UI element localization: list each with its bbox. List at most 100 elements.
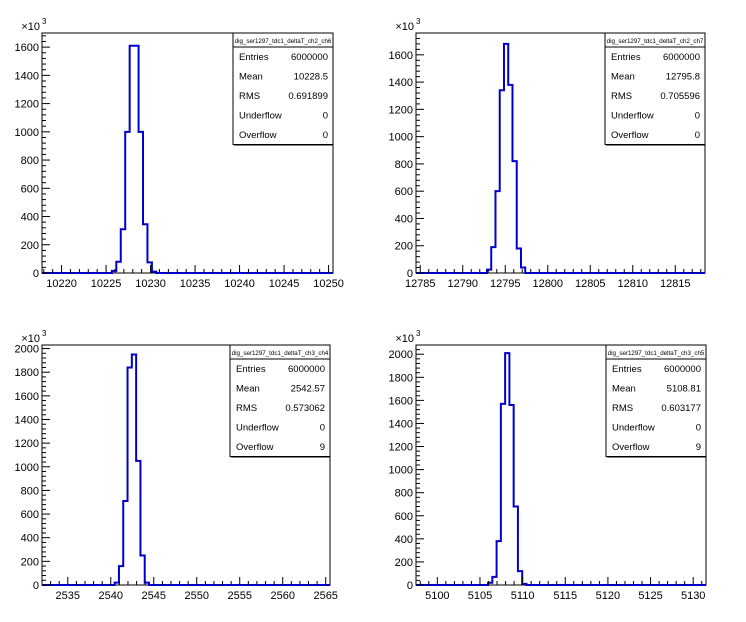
stats-label: Entries (239, 52, 269, 63)
x-tick-label: 10230 (135, 278, 166, 290)
stats-value: 6000000 (663, 52, 700, 63)
stats-value: 6000000 (291, 52, 328, 63)
stats-label: Underflow (612, 423, 655, 434)
stats-value: 9 (696, 442, 701, 453)
stats-value: 0 (696, 423, 701, 434)
x-tick-label: 10240 (224, 278, 255, 290)
y-axis-exponent-power: 3 (416, 17, 421, 26)
y-tick-label: 400 (21, 533, 39, 545)
stats-label: Underflow (239, 111, 282, 122)
y-tick-label: 1200 (15, 99, 39, 111)
stats-title: dig_ser1297_tdc1_deltaT_ch3_ch5 (608, 350, 705, 357)
x-tick-label: 12790 (447, 278, 478, 290)
x-tick-label: 5110 (511, 590, 535, 602)
histogram-panel-2: 12785 12790 12795 12800 12805 12810 12815 0 200 4… (389, 17, 706, 290)
y-tick-label: 200 (395, 241, 413, 253)
stats-title: dig_ser1297_tdc1_deltaT_ch2_ch6 (235, 38, 332, 45)
y-axis-exponent: ×10 (21, 333, 40, 345)
x-tick-label: 5115 (553, 590, 577, 602)
y-tick-label: 1600 (15, 42, 39, 54)
stats-title: dig_ser1297_tdc1_deltaT_ch2_ch7 (607, 38, 704, 45)
x-tick-label: 5130 (681, 590, 705, 602)
y-tick-label: 0 (407, 580, 413, 592)
y-tick-label: 1800 (15, 367, 39, 379)
histogram-panel-4: 5100 5105 5110 5115 5120 5125 5130 0 200 400 600 80… (389, 329, 707, 602)
stats-value: 0 (323, 111, 328, 122)
histogram-line (42, 353, 330, 586)
stats-box: dig_ser1297_tdc1_deltaT_ch3_ch4 Entries 60… (229, 344, 331, 458)
y-tick-label: 1000 (389, 132, 413, 144)
y-tick-label: 600 (395, 511, 413, 523)
y-tick-label: 1600 (389, 395, 413, 407)
x-tick-label: 2535 (56, 590, 80, 602)
x-tick-label: 2555 (227, 590, 251, 602)
stats-value: 0 (695, 111, 700, 122)
y-tick-label: 1200 (389, 442, 413, 454)
stats-label: Mean (611, 72, 635, 83)
y-axis-exponent: ×10 (395, 21, 414, 33)
stats-label: Entries (236, 364, 266, 375)
stats-value: 9 (320, 442, 325, 453)
y-tick-label: 0 (33, 580, 39, 592)
x-tick-label: 2540 (99, 590, 123, 602)
x-tick-label: 10220 (46, 278, 77, 290)
y-tick-label: 1200 (389, 104, 413, 116)
y-tick-label: 200 (395, 557, 413, 569)
x-tick-label: 5100 (425, 590, 449, 602)
stats-label: RMS (611, 91, 632, 102)
stats-label: RMS (612, 403, 633, 414)
y-axis-exponent-power: 3 (42, 329, 47, 338)
y-tick-label: 800 (395, 488, 413, 500)
x-tick-label: 10225 (91, 278, 122, 290)
stats-box-frame (605, 344, 707, 457)
y-tick-label: 200 (21, 240, 39, 252)
x-tick-label: 12785 (405, 278, 436, 290)
stats-value: 6000000 (288, 364, 325, 375)
x-tick-label: 10245 (269, 278, 300, 290)
stats-box: dig_ser1297_tdc1_deltaT_ch2_ch6 Entries 60… (232, 32, 334, 146)
stats-label: Mean (612, 384, 636, 395)
y-tick-label: 2000 (15, 344, 39, 356)
stats-value: 0.705596 (660, 91, 700, 102)
y-tick-label: 800 (21, 485, 39, 497)
y-tick-label: 1400 (15, 70, 39, 82)
x-tick-label: 2565 (313, 590, 337, 602)
x-tick-label: 2545 (142, 590, 166, 602)
stats-value: 10228.5 (294, 72, 328, 83)
stats-value: 0 (695, 130, 700, 141)
y-tick-label: 400 (21, 212, 39, 224)
y-tick-label: 0 (407, 268, 413, 280)
x-tick-label: 2550 (185, 590, 209, 602)
y-tick-label: 1000 (15, 462, 39, 474)
stats-value: 12795.8 (666, 72, 700, 83)
histogram-panel-1: 10220 10225 10230 10235 10240 10245 10250 0 200 4… (15, 17, 344, 290)
stats-value: 0 (320, 423, 325, 434)
stats-label: Entries (612, 364, 642, 375)
stats-label: Mean (236, 384, 260, 395)
x-tick-label: 12805 (575, 278, 606, 290)
histogram-panel-3: 2535 2540 2545 2550 2555 2560 2565 0 200 400 600 80… (15, 329, 338, 602)
y-tick-label: 400 (395, 213, 413, 225)
x-tick-label: 12815 (660, 278, 691, 290)
x-tick-label: 12795 (490, 278, 521, 290)
stats-label: Overflow (612, 442, 650, 453)
stats-label: Overflow (611, 130, 649, 141)
y-tick-label: 600 (21, 509, 39, 521)
stats-label: RMS (239, 91, 260, 102)
y-tick-label: 1400 (15, 414, 39, 426)
y-tick-label: 0 (33, 268, 39, 280)
stats-label: Entries (611, 52, 641, 63)
y-tick-label: 1200 (15, 438, 39, 450)
y-axis-exponent-power: 3 (416, 329, 421, 338)
y-tick-label: 1600 (15, 391, 39, 403)
stats-label: Overflow (236, 442, 274, 453)
y-tick-label: 1000 (15, 127, 39, 139)
stats-label: Mean (239, 72, 263, 83)
x-tick-label: 2560 (270, 590, 294, 602)
y-axis-exponent: ×10 (21, 21, 40, 33)
x-tick-label: 5105 (468, 590, 492, 602)
y-axis-exponent-power: 3 (42, 17, 47, 26)
stats-value: 5108.81 (667, 384, 701, 395)
y-tick-label: 600 (395, 186, 413, 198)
